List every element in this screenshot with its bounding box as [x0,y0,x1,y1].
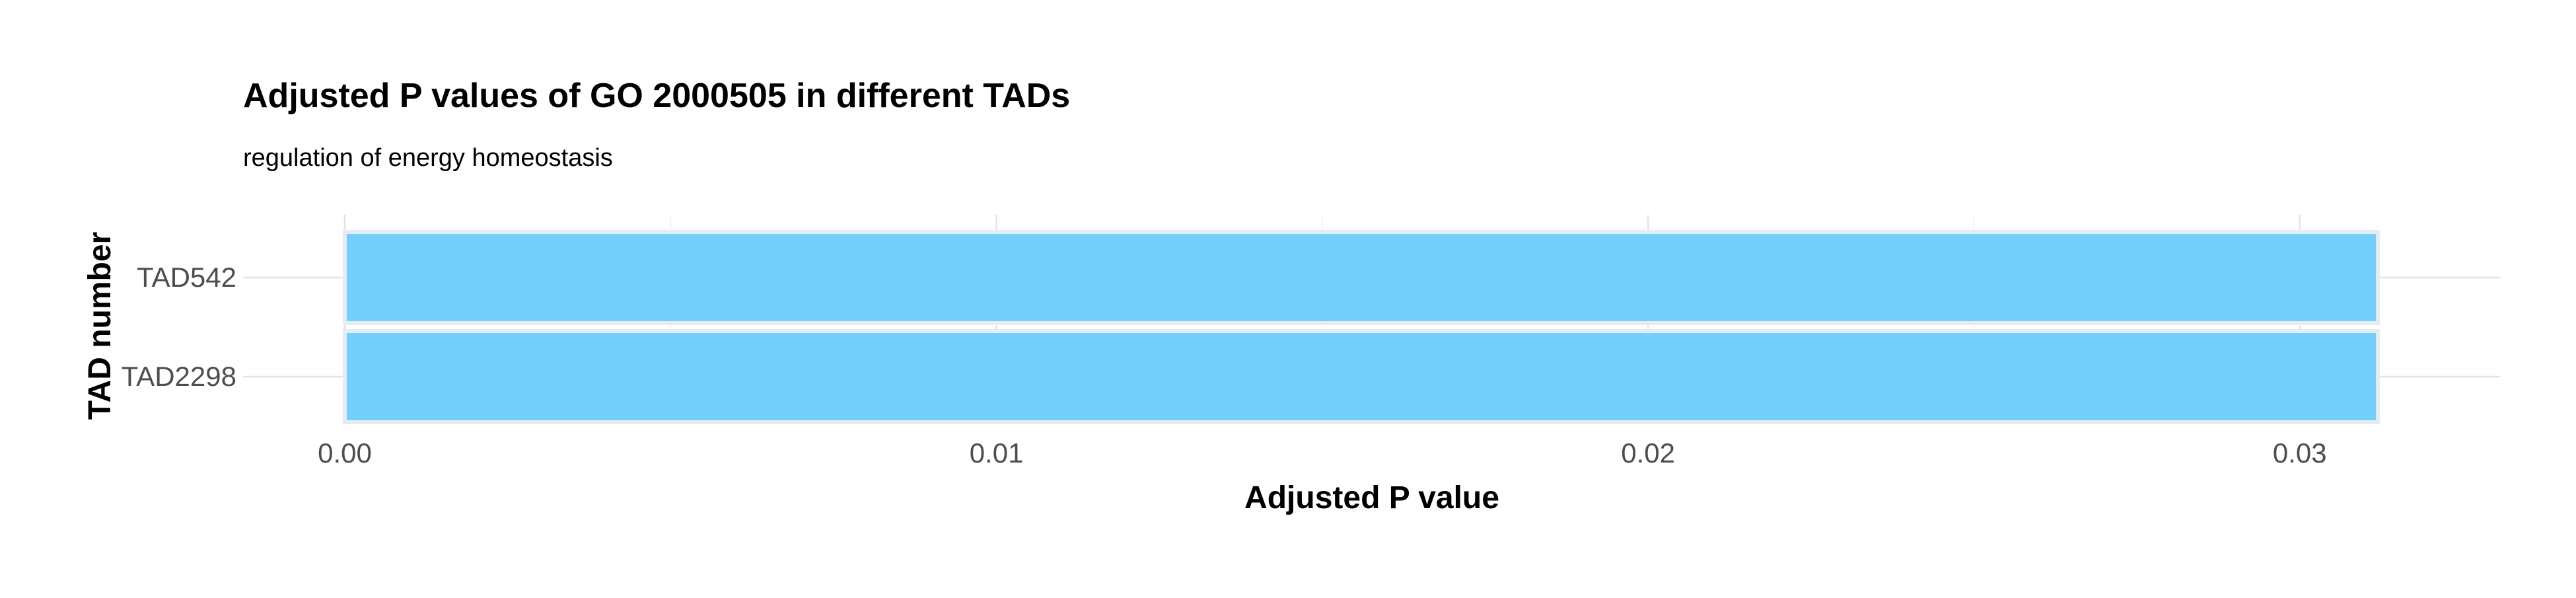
x-tick-label: 0.02 [1621,437,1675,468]
bar-tad2298 [343,329,2380,424]
x-axis-label: Adjusted P value [1244,480,1499,515]
x-tick-label: 0.01 [970,437,1024,468]
chart-title: Adjusted P values of GO 2000505 in diffe… [243,77,1070,115]
chart-subtitle: regulation of energy homeostasis [243,144,613,172]
y-tick-label: TAD2298 [122,361,236,392]
x-tick-label: 0.03 [2273,437,2327,468]
x-tick-label: 0.00 [318,437,372,468]
tick-layer: TAD542 TAD2298 0.00 0.01 0.02 0.03 [122,262,2327,468]
y-axis-label: TAD number [83,232,118,420]
y-tick-label: TAD542 [137,262,236,293]
bar-tad542 [343,230,2380,325]
bar-layer [343,230,2380,424]
